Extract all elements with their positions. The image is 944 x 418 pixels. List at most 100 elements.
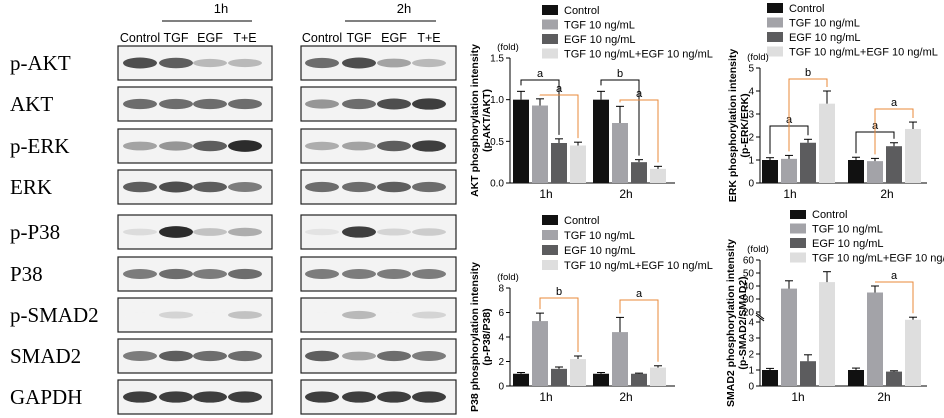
blot-band <box>123 312 157 318</box>
y-tick-label: 1.5 <box>490 54 504 65</box>
y-axis-title: P38 phosphorylation intensity(p-P38/P38) <box>469 262 493 412</box>
blot-band <box>377 181 411 193</box>
lane-label: T+E <box>233 31 256 45</box>
legend-swatch <box>542 48 558 59</box>
legend-swatch <box>767 17 783 28</box>
blot-band <box>305 99 339 109</box>
blot-band <box>412 391 446 403</box>
blot-band <box>228 98 262 110</box>
significance-letter: a <box>636 288 643 300</box>
time-label: 2h <box>397 1 411 16</box>
legend-swatch <box>542 5 558 15</box>
legend-label: TGF 10 ng/mL <box>812 224 883 236</box>
blot-band <box>412 140 446 152</box>
protein-label: p-P38 <box>10 220 60 244</box>
legend-label: TGF 10 ng/mL <box>564 20 635 32</box>
y-unit-label: (fold) <box>497 272 519 283</box>
legend-swatch <box>790 210 806 219</box>
x-tick-label: 2h <box>619 187 632 201</box>
protein-label: GAPDH <box>10 385 82 409</box>
blot-band <box>228 350 262 362</box>
legend-swatch <box>767 3 783 13</box>
bar <box>886 146 902 183</box>
bar <box>650 367 666 386</box>
bar <box>631 373 647 386</box>
significance-bracket <box>600 79 640 156</box>
bar <box>762 370 778 386</box>
bar <box>867 292 883 386</box>
blot-band <box>305 228 339 236</box>
legend-swatch <box>542 19 558 30</box>
significance-bracket <box>788 78 828 152</box>
blot-band <box>193 140 227 152</box>
blot-band <box>159 391 193 403</box>
bar <box>848 160 864 183</box>
y-tick-label: 1 <box>748 156 754 167</box>
blot-band <box>412 58 446 68</box>
bar <box>631 162 647 183</box>
significance-bracket <box>520 79 560 135</box>
y-tick-label: 40 <box>743 282 755 293</box>
blot-band <box>342 351 376 361</box>
bar <box>551 368 567 386</box>
bar <box>800 361 816 386</box>
y-axis-title: AKT phosphorylation intensity(p-AKT/AKT) <box>469 44 493 197</box>
blot-band <box>228 140 262 152</box>
x-tick-label: 2h <box>877 390 890 404</box>
blot-band <box>159 57 193 69</box>
legend-label: EGF 10 ng/mL <box>564 245 636 257</box>
significance-bracket <box>539 94 579 139</box>
blot-band <box>377 98 411 110</box>
x-tick-label: 1h <box>539 390 552 404</box>
significance-letter: a <box>537 68 544 80</box>
y-tick-label: 4 <box>748 318 754 329</box>
axis-break <box>755 314 765 322</box>
blot-band <box>342 141 376 151</box>
blot-band <box>123 228 157 236</box>
y-tick-label: 6 <box>498 308 504 319</box>
y-unit-label: (fold) <box>747 52 769 63</box>
significance-letter: a <box>636 88 643 100</box>
legend-swatch <box>542 245 558 255</box>
legend-swatch <box>542 230 558 240</box>
blot-band <box>228 182 262 192</box>
protein-label: ERK <box>10 175 52 199</box>
bar <box>650 168 666 183</box>
bar <box>848 370 864 386</box>
y-tick-label: 0 <box>748 179 754 190</box>
y-tick-label: 8 <box>498 284 504 295</box>
legend-swatch <box>542 34 558 44</box>
legend-label: TGF 10 ng/mL+EGF 10 ng/mL <box>564 49 713 61</box>
bar <box>819 282 835 386</box>
y-unit-label: (fold) <box>747 244 769 255</box>
legend-label: Control <box>789 3 824 15</box>
chart-p38-phosphorylation: Control TGF 10 ng/mL EGF 10 ng/mL TGF 10 ng… <box>469 215 713 412</box>
blot-band <box>123 391 157 403</box>
blot-band <box>123 269 157 279</box>
legend-label: EGF 10 ng/mL <box>564 34 636 46</box>
blot-band <box>342 269 376 279</box>
significance-letter: b <box>556 286 562 298</box>
y-tick-label: 2 <box>748 133 754 144</box>
bar <box>570 145 586 183</box>
blot-band <box>305 350 339 362</box>
bar <box>781 158 797 183</box>
y-tick-label: 1 <box>748 366 754 377</box>
protein-label: p-ERK <box>10 134 70 158</box>
x-tick-label: 2h <box>880 187 893 201</box>
bar <box>762 160 778 183</box>
legend-swatch <box>767 46 783 57</box>
blot-band <box>377 391 411 403</box>
blot-band <box>159 141 193 151</box>
protein-label: P38 <box>10 262 43 286</box>
legend-label: Control <box>564 215 599 227</box>
bar <box>781 288 797 386</box>
blot-band <box>342 310 376 320</box>
lane-label: EGF <box>381 31 407 45</box>
significance-letter: a <box>556 83 563 95</box>
bar <box>905 319 921 386</box>
blot-band <box>377 228 411 236</box>
legend-label: TGF 10 ng/mL <box>789 18 860 30</box>
y-tick-label: 0.5 <box>490 137 504 148</box>
bar <box>867 161 883 183</box>
